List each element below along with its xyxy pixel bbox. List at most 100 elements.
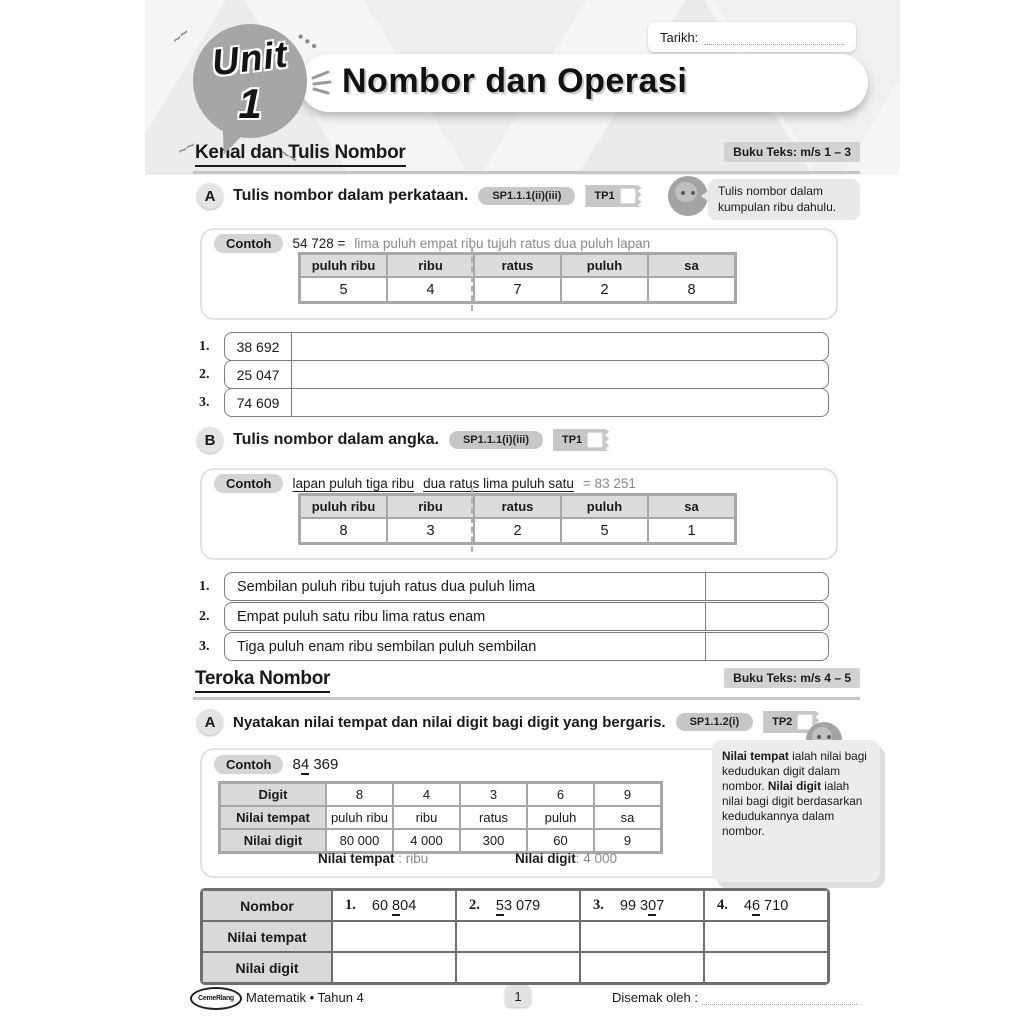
table-row-header: Nilai digit — [202, 952, 332, 983]
contoh-words-underlined: lapan puluh tiga ribu — [292, 476, 415, 491]
tarikh-label: Tarikh: — [660, 29, 699, 45]
exercise-row: 1. 38 692 — [199, 332, 829, 361]
section-heading: Kenal dan Tulis Nombor — [195, 142, 406, 167]
pv-cell: 3 — [460, 783, 527, 806]
pv-header-cell: puluh — [561, 254, 648, 277]
contoh-result: = 83 251 — [582, 476, 636, 491]
book-title: Matematik • Tahun 4 — [246, 990, 364, 1005]
exercise-a2-header: A Nyatakan nilai tempat dan nilai digit … — [197, 709, 819, 735]
answer-cell[interactable] — [704, 921, 828, 952]
pv-value-cell: 4 — [387, 277, 474, 302]
answer-cell[interactable] — [580, 921, 704, 952]
answer-cell[interactable] — [332, 921, 456, 952]
contoh-number: 54 728 = — [292, 236, 346, 251]
contoh-answer-tempat: Nilai tempat : ribu — [318, 851, 429, 866]
pv-cell: 80 000 — [326, 829, 393, 852]
checked-by-field: Disemak oleh : — [612, 990, 857, 1005]
answer-cell[interactable] — [705, 603, 828, 630]
contoh-number: 84 369 — [292, 756, 339, 775]
exercise-a-header: A Tulis nombor dalam perkataan. SP1.1.1(… — [197, 183, 642, 209]
section-heading: Teroka Nombor — [195, 668, 330, 693]
pv-cell: 9 — [594, 829, 661, 852]
answer-cell[interactable] — [292, 333, 828, 360]
answer-cell[interactable] — [705, 633, 828, 660]
exercise-letter-badge: B — [197, 427, 223, 453]
tp-checkbox[interactable] — [620, 188, 636, 204]
contoh-words-underlined: dua ratus lima puluh satu — [423, 476, 574, 491]
sp-code-badge: SP1.1.1(i)(iii) — [448, 431, 543, 449]
exercise-row: 1. Sembilan puluh ribu tujuh ratus dua p… — [199, 572, 829, 601]
answer-cell[interactable] — [292, 389, 828, 416]
buku-teks-badge: Buku Teks: m/s 1 – 3 — [724, 142, 860, 162]
pv-cell: sa — [594, 806, 661, 829]
answer-cell[interactable] — [705, 573, 828, 600]
pv-cell: puluh — [527, 806, 594, 829]
pv-value-cell: 7 — [474, 277, 561, 302]
unit-badge: Unit 1 — [193, 24, 307, 159]
pv-value-cell: 8 — [648, 277, 735, 302]
tp-badge: TP1 — [585, 185, 641, 207]
pv-cell: 4 000 — [393, 829, 460, 852]
contoh-answer-digit: Nilai digit: 4 000 — [515, 851, 618, 866]
pv-header-cell: ribu — [387, 254, 474, 277]
pv-row-header: Digit — [220, 783, 326, 806]
contoh-b-line: Contoh lapan puluh tiga ribu dua ratus l… — [214, 474, 636, 493]
tp-label: TP1 — [562, 434, 583, 446]
pv-value-cell: 2 — [561, 277, 648, 302]
exercise-row: 3. 74 609 — [199, 388, 829, 417]
table-row-header: Nombor — [202, 890, 332, 921]
digit-value-table: Digit 8 4 3 6 9 Nilai tempat puluh ribu … — [218, 781, 663, 854]
pv-value-cell: 1 — [648, 518, 735, 543]
nilai-tempat-note: Nilai tempat ialah nilai bagi kedudukan … — [712, 740, 880, 882]
tp-badge: TP1 — [553, 429, 609, 451]
pv-header-cell: sa — [648, 495, 735, 518]
question-text: Tiga puluh enam ribu sembilan puluh semb… — [237, 638, 537, 655]
tp-checkbox[interactable] — [797, 714, 813, 730]
thousands-separator-dash — [471, 247, 473, 311]
exercise-instruction: Nyatakan nilai tempat dan nilai digit ba… — [233, 713, 666, 731]
question-text: Sembilan puluh ribu tujuh ratus dua pulu… — [237, 578, 536, 595]
exercise-instruction: Tulis nombor dalam perkataan. — [233, 187, 469, 204]
sp-code-badge: SP1.1.2(i) — [675, 713, 754, 731]
contoh-words: lima puluh empat ribu tujuh ratus dua pu… — [354, 236, 651, 251]
answer-cell[interactable] — [292, 361, 828, 388]
page-number-badge: 1 — [505, 985, 531, 1007]
exercise-b-header: B Tulis nombor dalam angka. SP1.1.1(i)(i… — [197, 427, 609, 453]
page-title: Nombor dan Operasi — [342, 62, 688, 100]
pv-cell: 4 — [393, 783, 460, 806]
pv-value-cell: 2 — [474, 518, 561, 543]
exercise-row: 3. Tiga puluh enam ribu sembilan puluh s… — [199, 632, 829, 661]
pv-header-cell: ratus — [474, 254, 561, 277]
contoh-label: Contoh — [214, 234, 284, 253]
tip-bubble: Tulis nombor dalam kumpulan ribu dahulu. — [701, 179, 860, 221]
pv-header-cell: sa — [648, 254, 735, 277]
exercise-row: 2. Empat puluh satu ribu lima ratus enam — [199, 602, 829, 631]
pv-row-header: Nilai digit — [220, 829, 326, 852]
answer-cell[interactable] — [704, 952, 828, 983]
question-text: Empat puluh satu ribu lima ratus enam — [237, 608, 486, 625]
pv-cell: ribu — [393, 806, 460, 829]
answer-cell[interactable] — [456, 921, 580, 952]
answer-cell[interactable] — [456, 952, 580, 983]
publisher-logo: CemeRlang — [190, 987, 242, 1010]
section-teroka-header: Teroka Nombor Buku Teks: m/s 4 – 5 — [195, 668, 860, 694]
pv-cell: 6 — [527, 783, 594, 806]
section-kenal-header: Kenal dan Tulis Nombor Buku Teks: m/s 1 … — [195, 142, 860, 168]
checked-by-fill-line[interactable] — [701, 991, 857, 1005]
row-number: 2. — [199, 366, 210, 382]
pv-header-cell: puluh ribu — [300, 495, 387, 518]
pv-header-cell: puluh — [561, 495, 648, 518]
section-divider — [193, 171, 860, 174]
pv-value-cell: 8 — [300, 518, 387, 543]
nombor-cell: 3. 99 307 — [580, 890, 704, 921]
tarikh-fill-line[interactable] — [704, 29, 844, 45]
question-number: 38 692 — [225, 333, 292, 360]
answer-cell[interactable] — [580, 952, 704, 983]
exercise-instruction: Tulis nombor dalam angka. — [233, 431, 439, 448]
contoh-a-line: Contoh 54 728 = lima puluh empat ribu tu… — [214, 234, 650, 253]
tp-checkbox[interactable] — [587, 432, 603, 448]
nombor-cell: 1. 60 804 — [332, 890, 456, 921]
sp-code-badge: SP1.1.1(ii)(iii) — [478, 187, 576, 205]
answer-cell[interactable] — [332, 952, 456, 983]
row-number: 1. — [199, 578, 210, 594]
